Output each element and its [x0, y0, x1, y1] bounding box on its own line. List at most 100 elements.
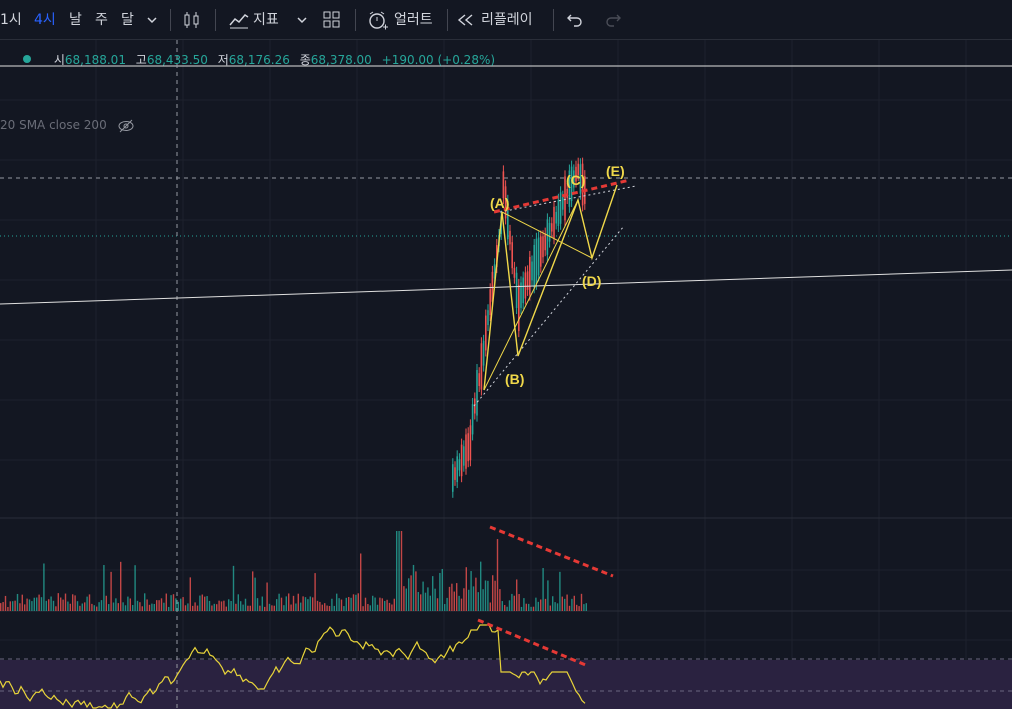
chevron-down-icon[interactable]: [146, 14, 158, 26]
volume-bar: [448, 586, 451, 611]
indicators-icon[interactable]: [228, 10, 250, 30]
volume-bar: [283, 605, 285, 611]
volume-bar: [295, 603, 297, 611]
undo-icon[interactable]: [566, 12, 584, 28]
long-trendline: [0, 269, 1012, 305]
volume-bar: [568, 605, 571, 611]
candle: [518, 284, 520, 332]
candle: [502, 171, 505, 199]
interval-week-button[interactable]: 주: [95, 12, 108, 28]
volume-bar: [201, 594, 203, 611]
top-toolbar: 1시 4시 날 주 달 지표 얼러트 리플레이: [0, 0, 1012, 40]
candles-icon[interactable]: [182, 10, 202, 30]
volume-bar: [223, 600, 225, 611]
volume-bar: [482, 589, 484, 611]
volume-bar: [242, 604, 244, 611]
candle: [485, 315, 487, 351]
volume-bar: [472, 586, 475, 611]
volume-bar: [276, 599, 278, 611]
status-dot-icon[interactable]: [22, 50, 36, 70]
volume-bar: [144, 593, 146, 611]
candle: [465, 434, 467, 469]
volume-bar: [441, 568, 443, 611]
volume-bar: [446, 597, 448, 611]
alarm-clock-icon[interactable]: [367, 10, 389, 32]
eye-hidden-icon[interactable]: [117, 119, 135, 133]
candle: [454, 467, 456, 480]
interval-4h-button[interactable]: 4시: [34, 12, 56, 28]
candle: [478, 373, 480, 387]
alert-button[interactable]: 얼러트: [394, 12, 433, 28]
interval-1h-button[interactable]: 1시: [0, 12, 22, 28]
candle: [476, 370, 478, 416]
candle: [489, 289, 491, 316]
volume-bar: [225, 606, 227, 611]
candle: [551, 223, 553, 232]
candles: [452, 157, 586, 498]
volume-bar: [484, 580, 487, 611]
candle: [577, 163, 579, 175]
candle: [471, 403, 474, 435]
volume-bar: [252, 571, 254, 611]
wave-guide: [483, 199, 579, 391]
volume-bar: [2, 602, 4, 611]
volume-bar: [170, 595, 172, 611]
volume-bar: [444, 604, 446, 611]
volume-bar: [367, 604, 369, 611]
volume-bar: [62, 599, 64, 611]
candle: [520, 282, 522, 308]
volume-bar: [112, 602, 115, 611]
volume-bar: [187, 603, 189, 611]
wave-path: [483, 184, 618, 391]
price-chart[interactable]: (A) (B) (C) (D) (E): [0, 40, 1012, 709]
volume-bar: [391, 604, 393, 611]
volume-bar: [264, 606, 266, 611]
volume-bar: [278, 593, 280, 611]
volume-bar: [331, 598, 333, 611]
candle: [529, 256, 531, 295]
replay-rewind-icon[interactable]: [457, 13, 475, 27]
candle: [555, 211, 557, 224]
volume-bar: [585, 603, 587, 611]
volume-bar: [343, 606, 345, 611]
volume-bar: [576, 604, 578, 611]
volume-bar: [360, 553, 362, 611]
indicators-button[interactable]: 지표: [253, 12, 279, 28]
volume-bar: [439, 572, 441, 611]
volume-bar: [580, 593, 583, 611]
candle: [542, 236, 544, 258]
volume-bar: [400, 531, 403, 611]
volume-bar: [153, 603, 155, 611]
volume-bar: [232, 565, 235, 611]
redo-icon[interactable]: [604, 12, 622, 28]
volume-bar: [345, 597, 347, 611]
candle: [546, 219, 549, 255]
volume-bar: [55, 606, 57, 611]
volume-bar: [369, 605, 371, 611]
volume-bar: [487, 580, 489, 611]
volume-bar: [434, 588, 436, 611]
volume-bar: [477, 592, 479, 611]
layout-grid-icon[interactable]: [322, 10, 342, 30]
volume-bar: [31, 601, 33, 611]
candle: [579, 164, 582, 194]
volume-bar: [129, 598, 131, 611]
interval-day-button[interactable]: 날: [69, 12, 82, 28]
volume-bar: [14, 600, 16, 611]
volume-bar: [235, 603, 237, 611]
volume-bar: [516, 579, 518, 611]
volume-bar: [237, 594, 239, 611]
wave-label-a: (A): [490, 195, 509, 211]
volume-bar: [542, 568, 544, 611]
volume-bar: [100, 600, 103, 611]
candle: [515, 272, 518, 309]
volume-bar: [259, 605, 261, 611]
volume-bar: [273, 605, 275, 611]
rsi-band: [0, 660, 1012, 709]
replay-button[interactable]: 리플레이: [481, 12, 533, 28]
interval-month-button[interactable]: 달: [121, 12, 134, 28]
volume-bar: [561, 596, 563, 611]
volume-bar: [316, 600, 319, 611]
chevron-down-icon[interactable]: [296, 14, 308, 26]
volume-bar: [312, 597, 314, 611]
